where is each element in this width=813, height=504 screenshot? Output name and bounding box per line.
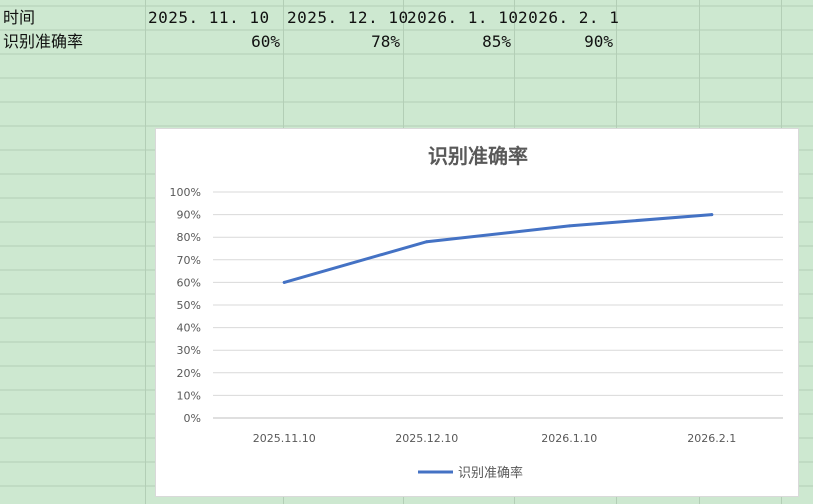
data-point xyxy=(567,224,571,228)
cell-d2-value[interactable]: 85% xyxy=(482,32,511,51)
cell-d1-date[interactable]: 2026. 1. 10 xyxy=(407,8,519,27)
chart-title: 识别准确率 xyxy=(428,144,528,168)
cell-c2-value[interactable]: 78% xyxy=(371,32,400,51)
line-chart[interactable]: 识别准确率 0% 10% 20% 30% 40% 50% 60% 70% 80% 90% 100% 20… xyxy=(155,128,799,497)
cell-c1-date[interactable]: 2025. 12. 10 xyxy=(287,8,409,27)
x-tick-label: 2025.11.10 xyxy=(253,432,316,445)
y-tick-label: 0% xyxy=(184,412,201,425)
y-tick-label: 30% xyxy=(177,344,201,357)
data-point xyxy=(425,240,429,244)
y-tick-label: 90% xyxy=(177,209,201,222)
cell-e1-date[interactable]: 2026. 2. 1 xyxy=(518,8,620,27)
data-point xyxy=(282,280,286,284)
y-tick-label: 10% xyxy=(177,389,201,402)
y-tick-label: 70% xyxy=(177,254,201,267)
series-line xyxy=(282,213,714,284)
cell-e2-value[interactable]: 90% xyxy=(584,32,613,51)
chart-canvas: 识别准确率 0% 10% 20% 30% 40% 50% 60% 70% 80% 90% 100% 20… xyxy=(170,144,783,481)
y-tick-label: 80% xyxy=(177,231,201,244)
y-tick-label: 20% xyxy=(177,367,201,380)
y-tick-label: 100% xyxy=(170,186,201,199)
y-tick-label: 50% xyxy=(177,299,201,312)
data-point xyxy=(710,213,714,217)
cell-a1-label[interactable]: 时间 xyxy=(3,8,36,27)
cell-a2-label[interactable]: 识别准确率 xyxy=(3,32,84,51)
legend-label: 识别准确率 xyxy=(458,465,523,481)
y-tick-label: 60% xyxy=(177,276,201,289)
x-tick-label: 2026.2.1 xyxy=(687,432,736,445)
y-tick-label: 40% xyxy=(177,322,201,335)
x-tick-label: 2025.12.10 xyxy=(395,432,458,445)
cell-b2-value[interactable]: 60% xyxy=(251,32,280,51)
cell-b1-date[interactable]: 2025. 11. 10 xyxy=(148,8,270,27)
x-tick-label: 2026.1.10 xyxy=(541,432,597,445)
